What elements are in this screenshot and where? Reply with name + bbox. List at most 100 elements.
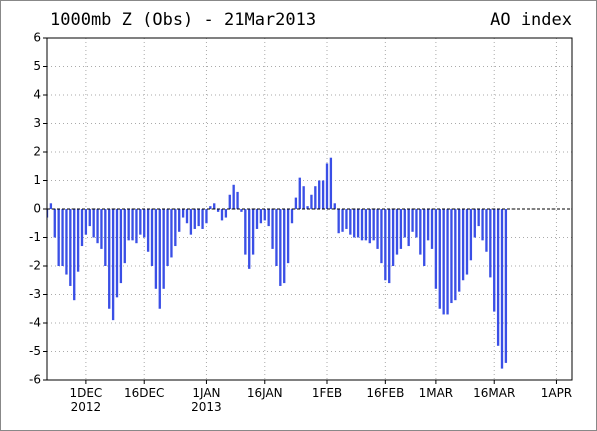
bar bbox=[127, 209, 130, 241]
bar bbox=[489, 209, 492, 278]
bar bbox=[364, 209, 368, 241]
bar bbox=[189, 209, 193, 235]
x-tick-label: 1MAR bbox=[419, 386, 454, 400]
y-tick-label: -3 bbox=[29, 287, 41, 301]
bar bbox=[197, 209, 200, 227]
bar bbox=[434, 209, 438, 289]
bar bbox=[162, 209, 165, 289]
bar bbox=[380, 209, 383, 264]
y-tick-label: 0 bbox=[33, 202, 41, 216]
bar bbox=[302, 186, 305, 209]
bar bbox=[251, 209, 255, 255]
bar bbox=[430, 209, 434, 249]
bar bbox=[135, 209, 138, 244]
bar bbox=[209, 206, 212, 209]
bar bbox=[248, 209, 251, 269]
bar bbox=[458, 209, 461, 292]
bar bbox=[395, 209, 399, 255]
bar bbox=[388, 209, 391, 284]
x-tick-label: 1FEB bbox=[312, 386, 342, 400]
bar bbox=[461, 209, 465, 281]
bar bbox=[57, 209, 60, 266]
bar bbox=[80, 209, 84, 247]
bar bbox=[236, 191, 239, 209]
bar bbox=[298, 177, 301, 209]
x-tick-label: 16DEC bbox=[124, 386, 164, 400]
x-tick-label: 16JAN bbox=[247, 386, 283, 400]
bar bbox=[504, 209, 508, 363]
bar bbox=[290, 209, 294, 224]
bar bbox=[263, 209, 266, 221]
bar bbox=[407, 209, 410, 247]
bar bbox=[349, 209, 352, 235]
bar bbox=[76, 209, 80, 272]
bar bbox=[181, 209, 185, 218]
bar bbox=[275, 209, 278, 266]
x-tick-label: 1DEC 2012 bbox=[69, 386, 102, 414]
bar bbox=[115, 209, 119, 298]
bar bbox=[100, 209, 103, 249]
bar bbox=[345, 209, 348, 229]
bar bbox=[205, 209, 208, 224]
bar bbox=[49, 203, 53, 209]
bar bbox=[481, 209, 484, 241]
bar bbox=[333, 203, 336, 209]
bar bbox=[450, 209, 453, 304]
bar bbox=[123, 209, 126, 264]
y-tick-label: -4 bbox=[29, 316, 41, 330]
y-tick-label: 4 bbox=[33, 88, 41, 102]
bar bbox=[279, 209, 282, 286]
bar bbox=[154, 209, 158, 289]
bar bbox=[368, 209, 371, 244]
bar bbox=[294, 197, 298, 209]
chart-title: 1000mb Z (Obs) - 21Mar2013 bbox=[50, 10, 316, 30]
bar bbox=[391, 209, 395, 266]
y-tick-label: 5 bbox=[33, 59, 41, 73]
bar bbox=[146, 209, 150, 252]
y-tick-label: -6 bbox=[29, 373, 41, 387]
bar bbox=[493, 209, 496, 312]
bar bbox=[65, 209, 68, 275]
bar bbox=[170, 209, 173, 258]
bar bbox=[473, 209, 476, 238]
plot-border bbox=[46, 37, 573, 381]
chart-subtitle: AO index bbox=[490, 10, 572, 30]
bar bbox=[403, 209, 406, 238]
bar bbox=[150, 209, 154, 266]
bar bbox=[174, 209, 177, 247]
bar bbox=[415, 209, 418, 238]
bar bbox=[465, 209, 469, 275]
bar bbox=[341, 209, 344, 232]
bar bbox=[61, 209, 64, 266]
x-tick-label: 1APR bbox=[541, 386, 572, 400]
bar bbox=[73, 209, 76, 301]
x-tick-label: 16MAR bbox=[473, 386, 515, 400]
bar bbox=[376, 209, 379, 249]
bar bbox=[411, 209, 414, 232]
bar bbox=[372, 209, 375, 241]
bar bbox=[216, 209, 220, 212]
bar bbox=[139, 209, 142, 235]
bar bbox=[232, 184, 235, 209]
bar bbox=[259, 209, 263, 224]
bar bbox=[310, 194, 313, 209]
bar bbox=[240, 209, 243, 212]
bar bbox=[283, 209, 286, 284]
bar bbox=[69, 209, 72, 286]
bar bbox=[158, 209, 161, 309]
bar bbox=[47, 209, 49, 218]
bar bbox=[399, 209, 403, 249]
bar bbox=[321, 180, 325, 209]
bar bbox=[108, 209, 111, 309]
bar bbox=[314, 186, 317, 209]
bar bbox=[337, 209, 340, 234]
x-tick-label: 16FEB bbox=[366, 386, 404, 400]
bar bbox=[111, 209, 115, 321]
bar bbox=[84, 209, 88, 235]
bar bbox=[384, 209, 387, 281]
bar bbox=[286, 209, 290, 264]
bar bbox=[185, 209, 189, 224]
bar bbox=[178, 209, 181, 232]
